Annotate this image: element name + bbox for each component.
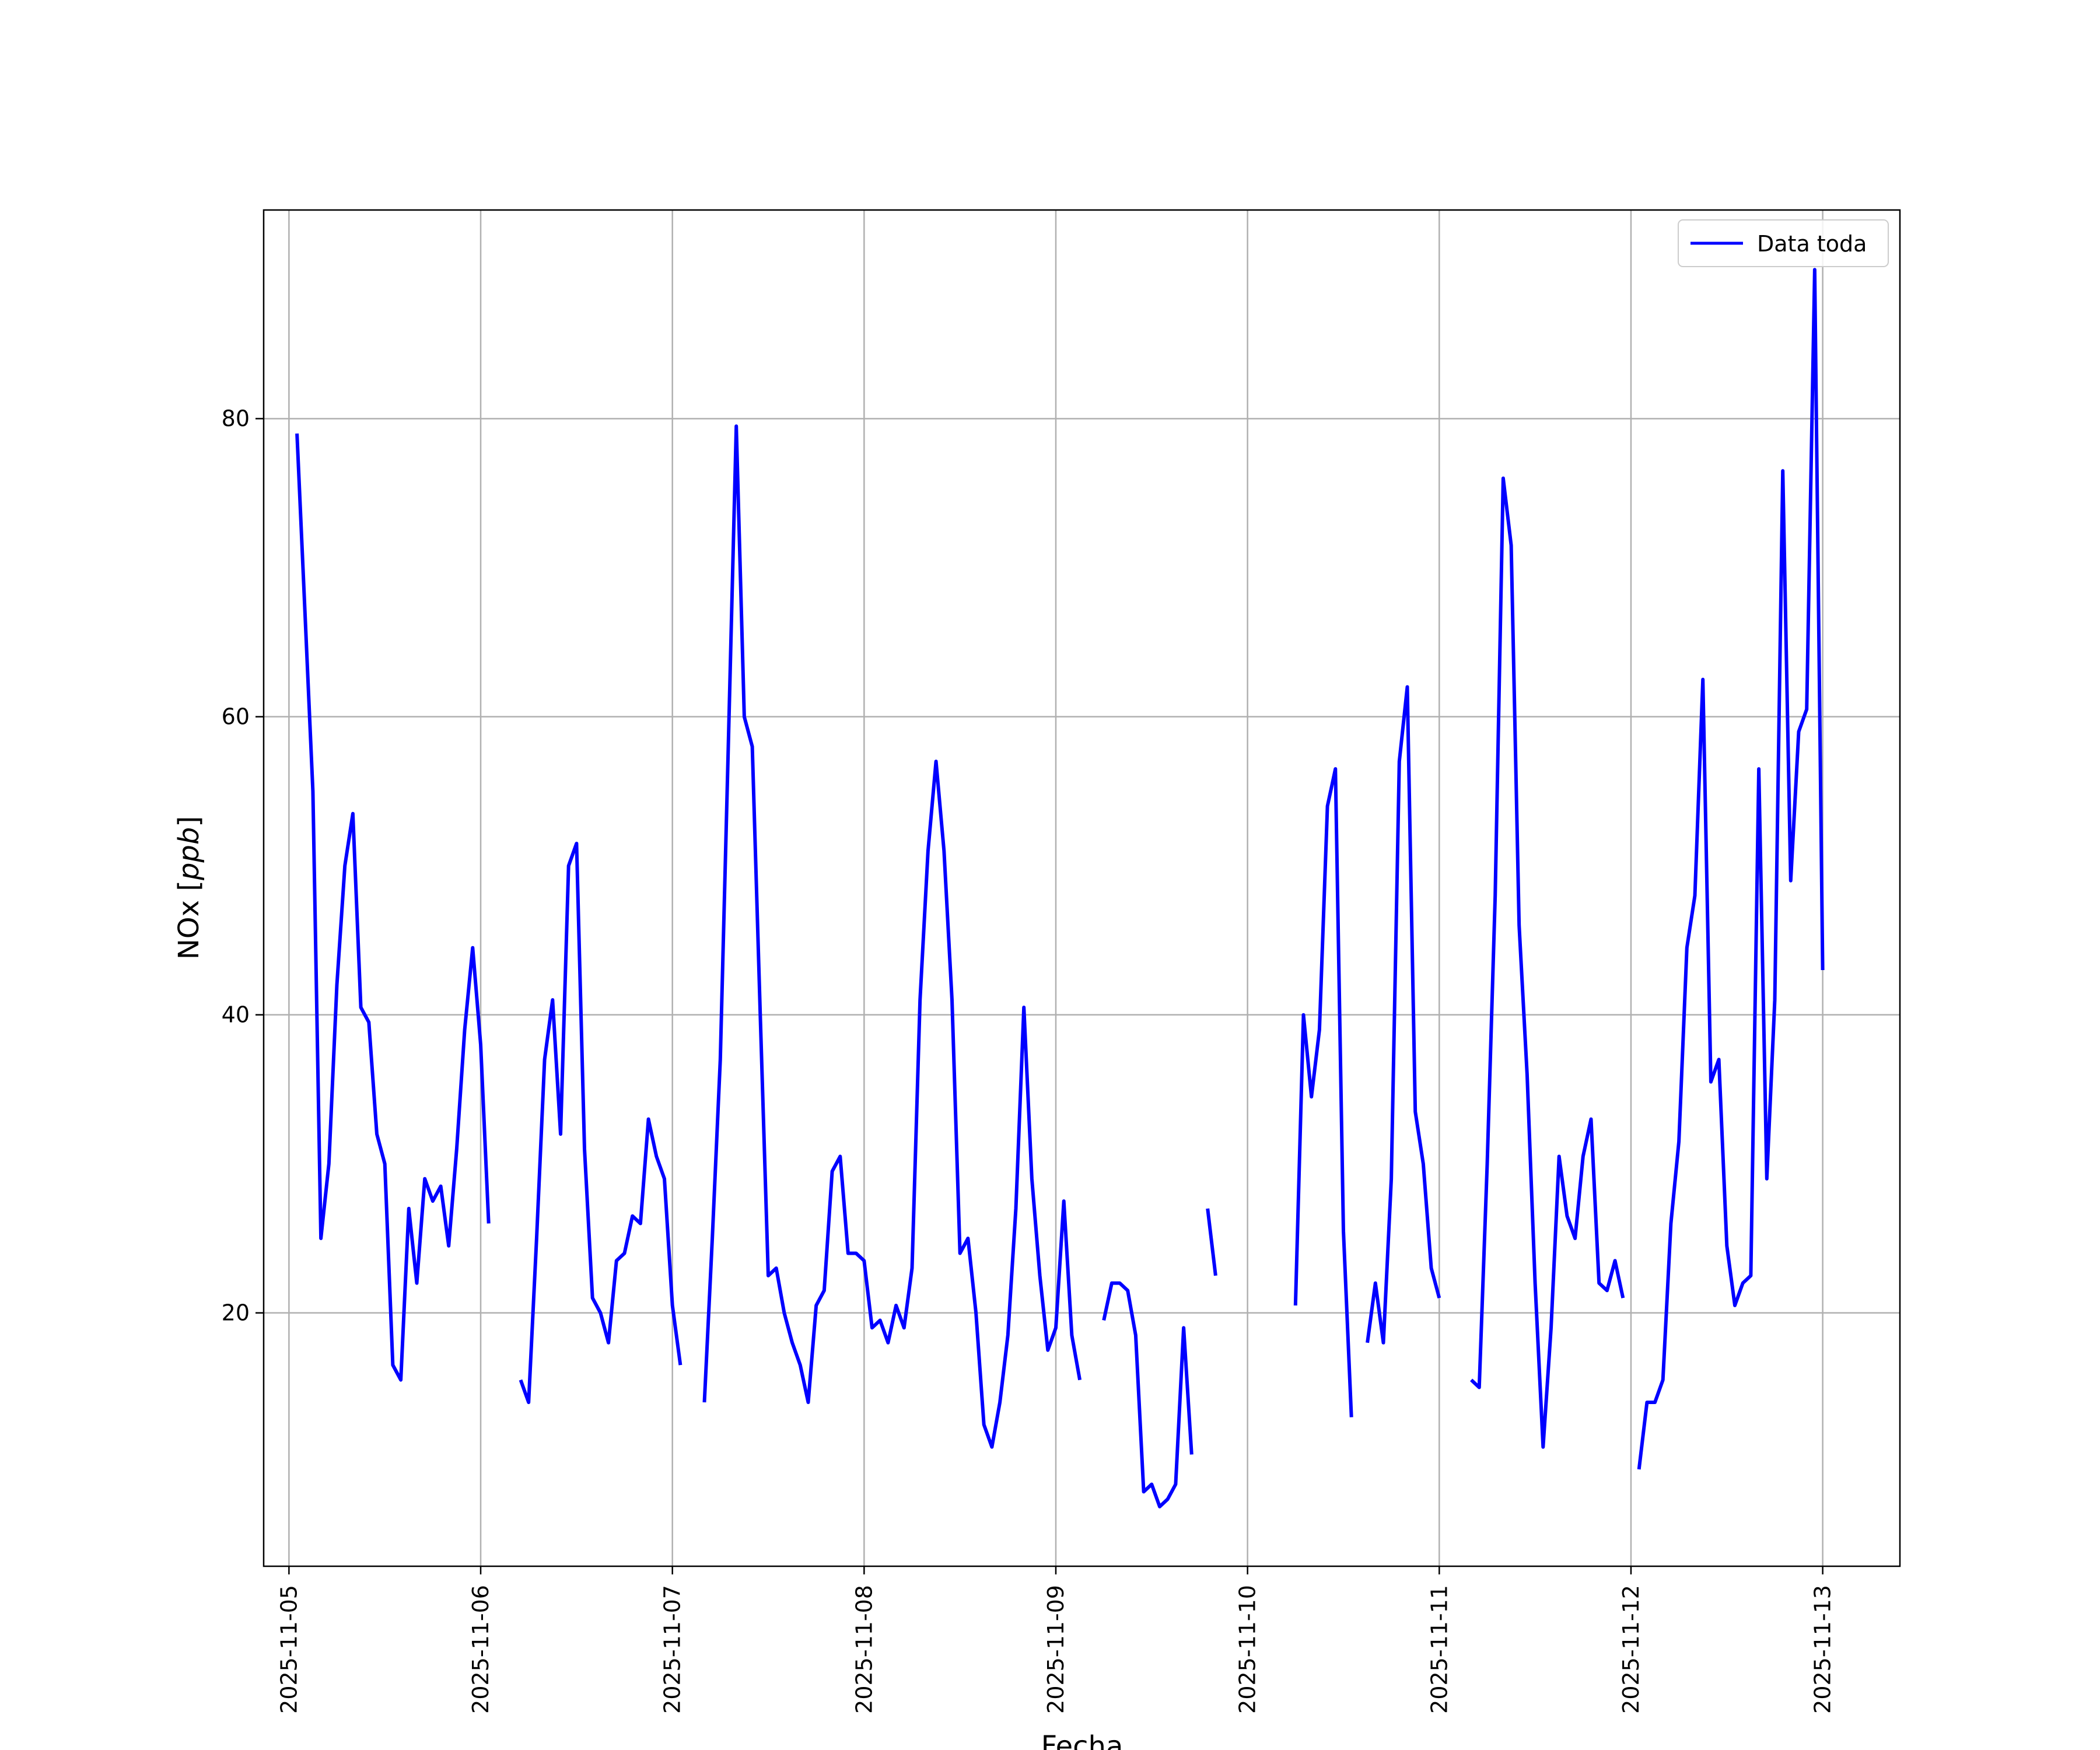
series-line-segment-7 [1470,476,1625,1449]
x-axis-label: Fecha [1041,1730,1124,1750]
x-tick-label-2025-11-06: 2025-11-06 [468,1585,494,1714]
y-tick-label-20: 20 [222,1300,250,1326]
series-line-segment-0 [295,433,491,1382]
x-tick-label-2025-11-10: 2025-11-10 [1235,1585,1261,1714]
plot-area [264,210,1900,1566]
x-tick-label-2025-11-13: 2025-11-13 [1810,1585,1836,1714]
legend-label-data-toda: Data toda [1757,231,1867,257]
x-tick-label-2025-11-11: 2025-11-11 [1426,1585,1452,1714]
x-tick-label-2025-11-12: 2025-11-12 [1618,1585,1644,1714]
series-line-segment-4 [1206,1208,1217,1276]
y-tick-label-60: 60 [222,704,250,730]
series-layer [295,268,1825,1508]
x-tick-label-2025-11-07: 2025-11-07 [660,1585,685,1714]
x-tick-label-2025-11-05: 2025-11-05 [276,1585,302,1714]
x-tick-label-2025-11-08: 2025-11-08 [851,1585,877,1714]
y-axis-label-end: ] [173,816,205,827]
y-axis-label: NOx [ppb] [173,816,205,960]
legend: Data toda [1678,219,1889,267]
series-line-segment-2 [702,424,1082,1449]
series-line-segment-3 [1102,1281,1194,1508]
y-axis-label-unit: ppb [173,827,205,881]
y-tick-label-80: 80 [222,406,250,432]
x-tick-label-2025-11-09: 2025-11-09 [1043,1585,1069,1714]
series-line-segment-6 [1366,685,1441,1345]
axis-ticks: 2025-11-05 2025-11-06 2025-11-07 2025-11-08… [222,406,1836,1714]
grid-lines [264,210,1900,1566]
legend-box [1678,219,1889,267]
y-tick-label-40: 40 [222,1002,250,1028]
series-line-segment-5 [1293,767,1353,1418]
plot-frame [262,209,1901,1567]
series-line-segment-1 [519,841,682,1404]
series-line-segment-8 [1637,268,1825,1470]
y-axis-label-main: NOx [ [173,880,205,960]
series-data-toda [295,268,1825,1508]
